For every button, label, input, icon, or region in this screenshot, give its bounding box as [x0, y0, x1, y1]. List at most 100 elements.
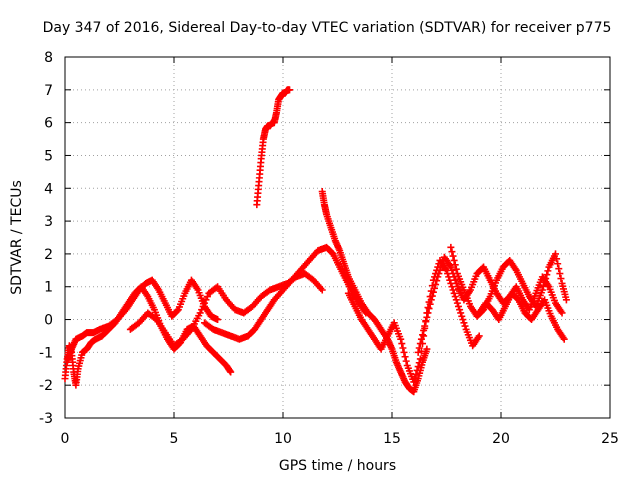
x-tick-label: 20 — [492, 431, 510, 447]
y-tick-label: 5 — [44, 148, 53, 164]
data-point — [449, 286, 457, 294]
data-point — [424, 309, 432, 317]
data-point — [449, 252, 457, 260]
data-point — [432, 281, 440, 289]
data-point — [552, 250, 559, 258]
data-point — [198, 306, 206, 314]
y-axis-title: SDTVAR / TECUs — [9, 180, 25, 295]
y-tick-label: 2 — [44, 247, 53, 263]
data-point — [434, 273, 442, 281]
data-point — [560, 335, 568, 343]
x-tick-label: 10 — [274, 431, 292, 447]
data-point — [457, 309, 465, 317]
y-tick-label: 6 — [44, 116, 53, 132]
data-point — [402, 357, 410, 365]
y-tick-label: -2 — [39, 378, 53, 394]
data-point — [415, 344, 423, 352]
data-point — [458, 312, 466, 320]
data-point — [429, 288, 437, 296]
data-point — [426, 300, 434, 308]
y-tick-label: 1 — [44, 280, 53, 296]
data-point — [451, 293, 459, 301]
data-point — [419, 331, 427, 339]
data-point — [554, 260, 562, 268]
data-point — [425, 305, 433, 313]
data-point — [557, 275, 565, 283]
data-point — [460, 319, 468, 327]
data-point — [544, 267, 552, 275]
y-tick-label: 7 — [44, 83, 53, 99]
data-point — [447, 263, 455, 271]
data-point — [553, 255, 561, 263]
data-point — [416, 340, 424, 348]
data-point — [401, 353, 409, 361]
data-point — [412, 370, 420, 378]
y-tick-label: -1 — [39, 345, 53, 361]
data-point — [562, 296, 570, 304]
data-point — [416, 355, 424, 363]
data-point — [453, 299, 461, 307]
data-point — [452, 296, 460, 304]
data-point — [411, 374, 419, 382]
y-tick-label: -3 — [39, 411, 53, 427]
data-point — [286, 86, 294, 94]
data-point — [415, 359, 423, 367]
data-point — [538, 286, 546, 294]
y-tick-label: 3 — [44, 214, 53, 230]
data-point — [414, 348, 422, 356]
data-point — [423, 345, 431, 353]
data-point — [427, 296, 435, 304]
data-point — [450, 256, 458, 264]
data-point — [397, 335, 405, 343]
x-tick-label: 0 — [61, 431, 70, 447]
data-point — [420, 326, 428, 334]
data-point — [227, 368, 235, 376]
data-point — [556, 270, 564, 278]
axis-ticks: 0 5 10 15 20 25 -3 -2 -1 0 1 2 3 4 5 6 7 8 — [39, 50, 619, 447]
data-point — [555, 265, 563, 273]
data-point — [199, 302, 207, 310]
data-point — [398, 340, 406, 348]
data-point — [452, 265, 460, 273]
data-point — [410, 378, 418, 386]
data-point — [413, 366, 421, 374]
data-point — [451, 261, 459, 269]
data-point — [400, 348, 408, 356]
data-point — [433, 277, 441, 285]
x-tick-label: 25 — [601, 431, 619, 447]
data-point — [214, 316, 222, 324]
data-point — [448, 266, 456, 274]
data-point — [431, 284, 439, 292]
data-point — [558, 309, 566, 317]
data-point — [461, 322, 469, 330]
y-tick-label: 4 — [44, 181, 53, 197]
data-point — [203, 293, 211, 301]
data-point — [542, 275, 550, 283]
data-point — [417, 335, 425, 343]
grid-lines — [65, 57, 610, 418]
data-point — [456, 306, 464, 314]
data-point — [436, 266, 444, 274]
data-point — [454, 302, 462, 310]
data-point — [414, 363, 422, 371]
data-point — [196, 309, 204, 317]
data-point — [421, 322, 429, 330]
data-point — [318, 286, 326, 294]
data-point — [399, 344, 407, 352]
data-point — [448, 248, 456, 256]
y-tick-label: 8 — [44, 50, 53, 66]
data-point — [451, 276, 459, 284]
data-point — [437, 263, 445, 271]
data-point — [447, 243, 455, 251]
plot-frame — [64, 56, 611, 419]
data-point — [435, 270, 443, 278]
data-point — [541, 278, 549, 286]
data-point — [475, 332, 483, 340]
data-point — [452, 279, 460, 287]
data-point — [173, 307, 181, 315]
data-point — [201, 299, 209, 307]
data-point — [459, 316, 467, 324]
data-point — [428, 292, 436, 300]
data-point — [438, 260, 446, 268]
